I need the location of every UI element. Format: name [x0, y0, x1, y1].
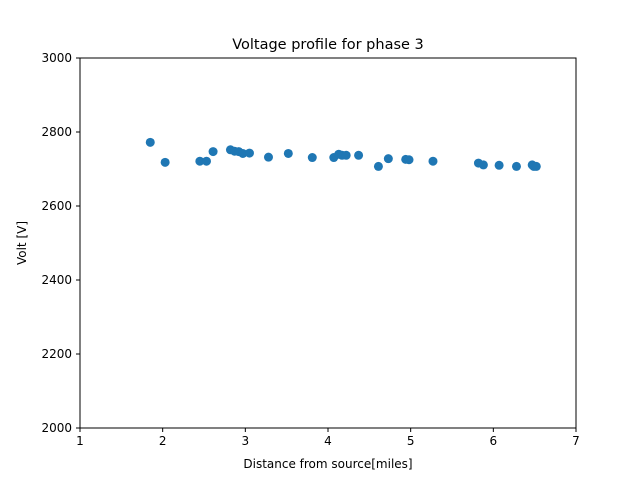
x-tick-label: 7: [572, 434, 580, 448]
scatter-point: [341, 150, 351, 160]
scatter-point: [478, 160, 488, 170]
scatter-point: [428, 156, 438, 166]
scatter-point: [160, 157, 170, 167]
scatter-point: [208, 147, 218, 157]
x-axis-label: Distance from source[miles]: [243, 457, 412, 471]
x-tick-label: 2: [159, 434, 167, 448]
data-points: [145, 137, 541, 171]
scatter-point: [145, 137, 155, 147]
x-tick-label: 4: [324, 434, 332, 448]
x-tick-label: 3: [242, 434, 250, 448]
scatter-point: [383, 154, 393, 164]
scatter-point: [307, 153, 317, 163]
y-tick-label: 3000: [41, 51, 72, 65]
axis-ticks: 1 2 3 4 5 6 7 2000 2200 2400 2600 2800 3000: [41, 51, 579, 448]
scatter-point: [531, 161, 541, 171]
scatter-point: [283, 148, 293, 158]
scatter-point: [195, 156, 205, 166]
scatter-point: [238, 148, 248, 158]
scatter-point: [494, 160, 504, 170]
scatter-point: [404, 155, 414, 165]
x-tick-label: 1: [76, 434, 84, 448]
chart-title: Voltage profile for phase 3: [232, 37, 424, 53]
scatter-point: [201, 156, 211, 166]
y-tick-label: 2600: [41, 199, 72, 213]
scatter-point: [244, 148, 254, 158]
y-tick-label: 2800: [41, 125, 72, 139]
x-tick-label: 6: [490, 434, 498, 448]
y-tick-label: 2000: [41, 421, 72, 435]
scatter-point: [354, 150, 364, 160]
scatter-point: [373, 161, 383, 171]
plot-frame: [79, 57, 577, 429]
y-tick-label: 2400: [41, 273, 72, 287]
y-axis-label: Volt [V]: [15, 221, 29, 265]
scatter-point: [263, 152, 273, 162]
y-tick-label: 2200: [41, 347, 72, 361]
x-tick-label: 5: [407, 434, 415, 448]
scatter-point: [511, 161, 521, 171]
